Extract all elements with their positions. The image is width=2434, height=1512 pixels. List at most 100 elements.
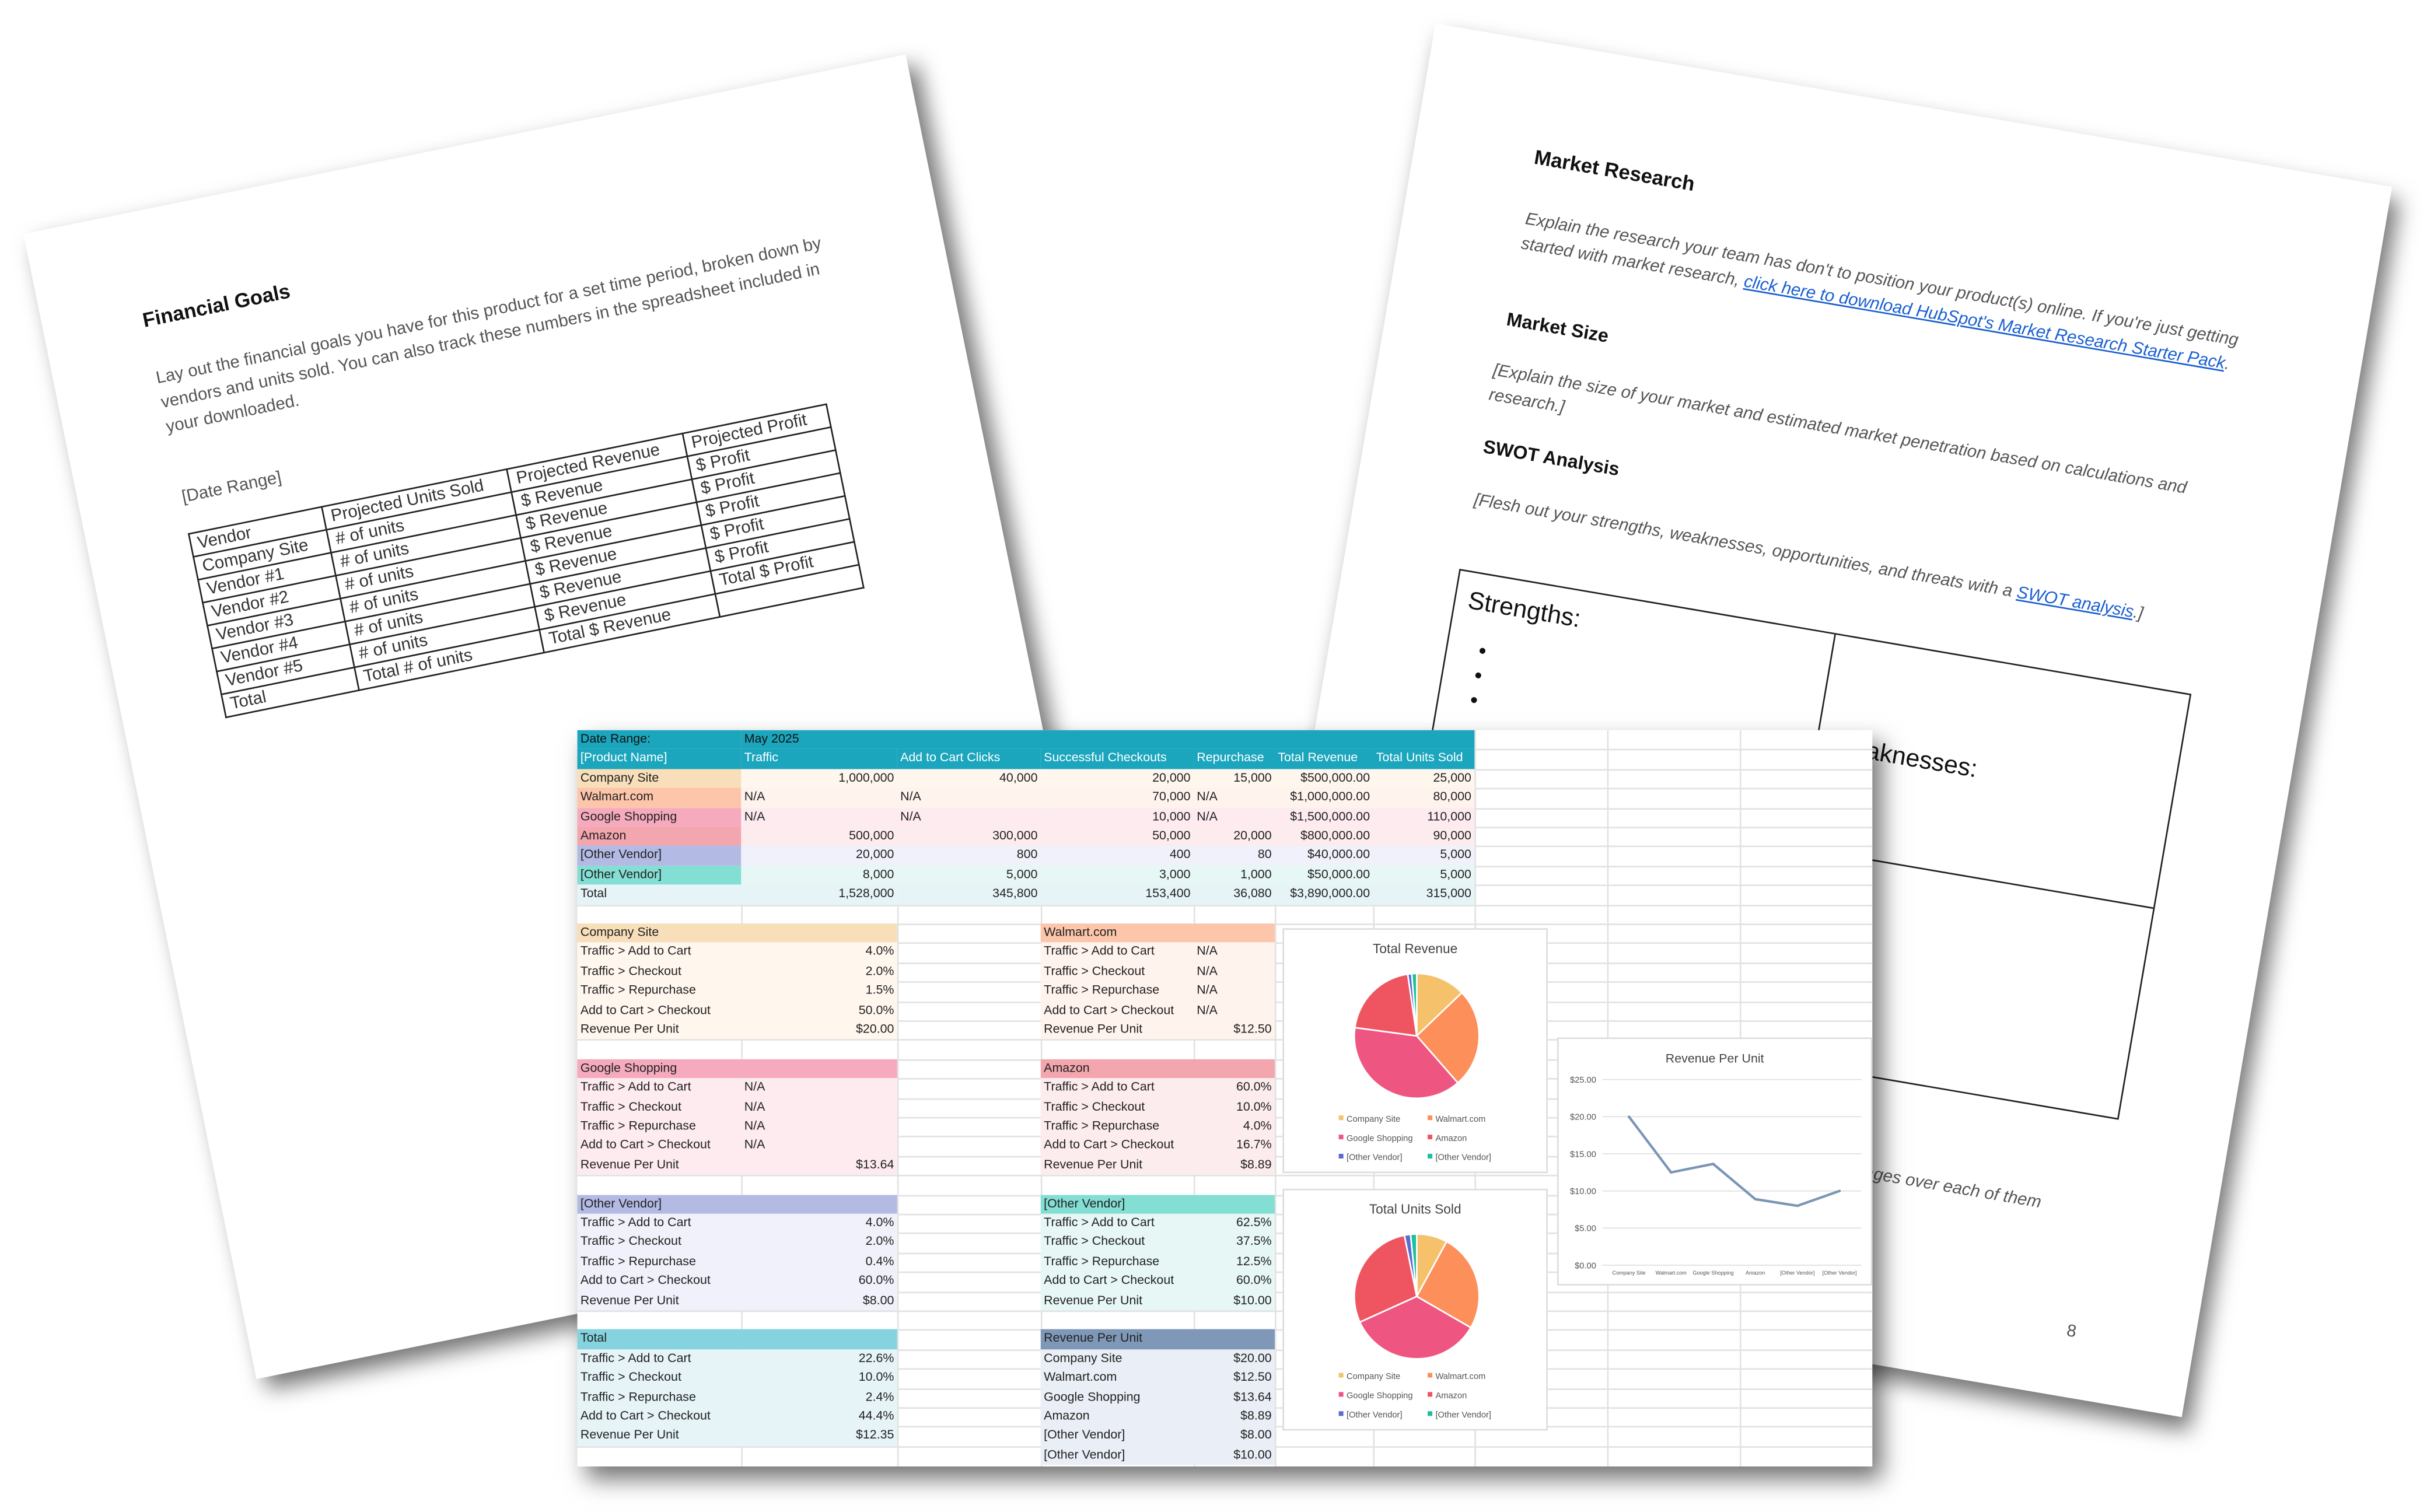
metric-label[interactable]: Revenue Per Unit xyxy=(577,1156,742,1175)
metric-label[interactable]: Revenue Per Unit xyxy=(1040,1291,1194,1311)
metric-value[interactable]: 10.0% xyxy=(1193,1097,1275,1117)
total-cell[interactable]: $3,890,000.00 xyxy=(1274,884,1373,905)
data-cell[interactable]: 1,000,000 xyxy=(741,768,897,789)
total-cell[interactable]: 1,528,000 xyxy=(741,884,897,905)
metric-label[interactable]: Company Site xyxy=(1040,1349,1194,1368)
data-cell[interactable]: 500,000 xyxy=(741,827,897,846)
data-cell[interactable]: $40,000.00 xyxy=(1274,846,1373,866)
total-cell[interactable]: 36,080 xyxy=(1193,884,1275,905)
metric-value[interactable]: $12.50 xyxy=(1193,1020,1275,1040)
metric-value[interactable]: N/A xyxy=(1193,962,1275,982)
metric-label[interactable]: Traffic > Checkout xyxy=(577,1233,742,1252)
metric-value[interactable]: N/A xyxy=(1193,1000,1275,1021)
metric-value[interactable]: 0.4% xyxy=(741,1252,897,1272)
data-cell[interactable]: 110,000 xyxy=(1373,807,1475,827)
metric-label[interactable]: Traffic > Add to Cart xyxy=(1040,1213,1194,1233)
data-cell[interactable]: $500,000.00 xyxy=(1274,768,1373,789)
metric-label[interactable]: Traffic > Add to Cart xyxy=(577,1213,742,1233)
swot-analysis-link[interactable]: SWOT analysis xyxy=(2015,583,2135,622)
metric-label[interactable]: Add to Cart > Checkout xyxy=(1040,1272,1194,1292)
metric-value[interactable]: 12.5% xyxy=(1193,1252,1275,1272)
metric-value[interactable]: N/A xyxy=(741,1136,897,1156)
data-cell[interactable]: 800 xyxy=(897,846,1041,866)
block-header[interactable]: Revenue Per Unit xyxy=(1040,1329,1275,1349)
data-cell[interactable]: $800,000.00 xyxy=(1274,827,1373,846)
data-cell[interactable]: 300,000 xyxy=(897,827,1041,846)
metric-value[interactable]: 4.0% xyxy=(741,943,897,963)
metric-value[interactable]: 37.5% xyxy=(1193,1233,1275,1252)
data-cell[interactable]: 90,000 xyxy=(1373,827,1475,846)
metric-label[interactable]: Revenue Per Unit xyxy=(577,1426,742,1446)
metric-value[interactable]: 10.0% xyxy=(741,1368,897,1388)
metric-label[interactable]: Traffic > Repurchase xyxy=(577,981,742,1001)
column-header[interactable]: Total Revenue xyxy=(1274,749,1373,769)
total-cell[interactable]: 315,000 xyxy=(1373,884,1475,905)
metric-label[interactable]: Traffic > Add to Cart xyxy=(1040,943,1194,963)
metric-label[interactable]: Traffic > Repurchase xyxy=(577,1388,742,1408)
data-cell[interactable]: 5,000 xyxy=(897,865,1041,885)
column-header[interactable]: Repurchase xyxy=(1193,749,1275,769)
data-cell[interactable]: N/A xyxy=(1193,807,1275,827)
metric-value[interactable]: $13.64 xyxy=(1193,1388,1275,1408)
metric-label[interactable]: Traffic > Checkout xyxy=(1040,1097,1194,1117)
metric-value[interactable]: 60.0% xyxy=(1193,1078,1275,1098)
metric-label[interactable]: Amazon xyxy=(1040,1407,1194,1427)
metric-value[interactable]: 1.5% xyxy=(741,981,897,1001)
total-cell[interactable]: 153,400 xyxy=(1040,884,1194,905)
metric-label[interactable]: Traffic > Repurchase xyxy=(1040,981,1194,1001)
data-cell[interactable]: 3,000 xyxy=(1040,865,1194,885)
metric-label[interactable]: Traffic > Checkout xyxy=(577,962,742,982)
data-cell[interactable]: 15,000 xyxy=(1193,768,1275,789)
column-header[interactable]: Successful Checkouts xyxy=(1040,749,1194,769)
data-cell[interactable]: N/A xyxy=(1193,788,1275,808)
data-cell[interactable]: 400 xyxy=(1040,846,1194,866)
metric-label[interactable]: Traffic > Add to Cart xyxy=(1040,1078,1194,1098)
metric-value[interactable]: $10.00 xyxy=(1193,1446,1275,1465)
metric-label[interactable]: Traffic > Repurchase xyxy=(1040,1116,1194,1137)
data-cell[interactable]: $1,000,000.00 xyxy=(1274,788,1373,808)
metric-value[interactable]: 16.7% xyxy=(1193,1136,1275,1156)
date-range-value[interactable]: May 2025 xyxy=(741,730,1475,750)
metric-label[interactable]: Traffic > Repurchase xyxy=(1040,1252,1194,1272)
metric-label[interactable]: [Other Vendor] xyxy=(1040,1426,1194,1446)
metric-value[interactable]: 60.0% xyxy=(741,1272,897,1292)
data-cell[interactable]: $1,500,000.00 xyxy=(1274,807,1373,827)
metric-label[interactable]: Walmart.com xyxy=(1040,1368,1194,1388)
data-cell[interactable]: 80,000 xyxy=(1373,788,1475,808)
data-cell[interactable]: 20,000 xyxy=(1193,827,1275,846)
metric-label[interactable]: Traffic > Add to Cart xyxy=(577,1349,742,1368)
metric-label[interactable]: Revenue Per Unit xyxy=(577,1291,742,1311)
block-header[interactable]: Company Site xyxy=(577,923,897,943)
metric-value[interactable]: 2.4% xyxy=(741,1388,897,1408)
data-cell[interactable]: 5,000 xyxy=(1373,846,1475,866)
metric-value[interactable]: $8.89 xyxy=(1193,1407,1275,1427)
data-cell[interactable]: 5,000 xyxy=(1373,865,1475,885)
metric-label[interactable]: Add to Cart > Checkout xyxy=(577,1407,742,1427)
metric-value[interactable]: 2.0% xyxy=(741,962,897,982)
data-cell[interactable]: N/A xyxy=(741,788,897,808)
metric-value[interactable]: 4.0% xyxy=(741,1213,897,1233)
data-cell[interactable]: N/A xyxy=(741,807,897,827)
metric-value[interactable]: $8.00 xyxy=(741,1291,897,1311)
metric-label[interactable]: Add to Cart > Checkout xyxy=(577,1136,742,1156)
metric-value[interactable]: $8.89 xyxy=(1193,1156,1275,1175)
vendor-name-cell[interactable]: [Other Vendor] xyxy=(577,865,742,885)
metric-value[interactable]: N/A xyxy=(1193,981,1275,1001)
data-cell[interactable]: 8,000 xyxy=(741,865,897,885)
metric-value[interactable]: 4.0% xyxy=(1193,1116,1275,1137)
data-cell[interactable]: 25,000 xyxy=(1373,768,1475,789)
metric-value[interactable]: $10.00 xyxy=(1193,1291,1275,1311)
metric-label[interactable]: Google Shopping xyxy=(1040,1388,1194,1408)
data-cell[interactable]: N/A xyxy=(897,788,1041,808)
column-header[interactable]: Traffic xyxy=(741,749,897,769)
block-header[interactable]: [Other Vendor] xyxy=(577,1194,897,1214)
block-header[interactable]: Total xyxy=(577,1329,897,1349)
metric-label[interactable]: Traffic > Add to Cart xyxy=(577,1078,742,1098)
column-header[interactable]: [Product Name] xyxy=(577,749,742,769)
metric-value[interactable]: 60.0% xyxy=(1193,1272,1275,1292)
metric-value[interactable]: N/A xyxy=(741,1097,897,1117)
metric-label[interactable]: Add to Cart > Checkout xyxy=(577,1000,742,1021)
metric-value[interactable]: N/A xyxy=(741,1078,897,1098)
data-cell[interactable]: 10,000 xyxy=(1040,807,1194,827)
metric-label[interactable]: Traffic > Repurchase xyxy=(577,1116,742,1137)
